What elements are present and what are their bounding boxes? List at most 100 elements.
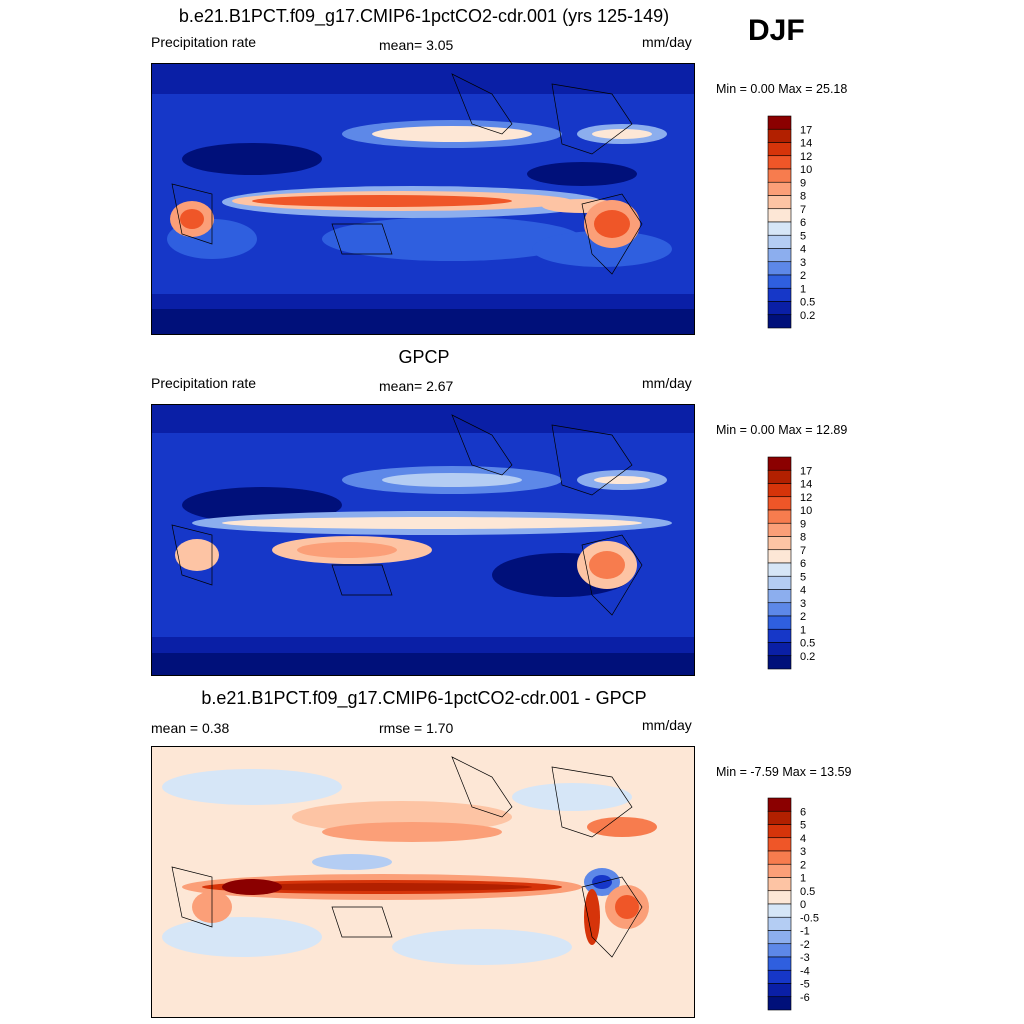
model-units-label: mm/day (642, 34, 692, 50)
colorbar-tick-label: -0.5 (800, 912, 819, 924)
colorbar-swatch (767, 642, 792, 657)
colorbar-tick-label: 0.2 (800, 651, 815, 663)
colorbar-swatch (767, 916, 792, 931)
colorbar-tick-label: -6 (800, 992, 810, 1004)
diff-panel-title: b.e21.B1PCT.f09_g17.CMIP6-1pctCO2-cdr.00… (201, 688, 647, 708)
colorbar-tick-label: 3 (800, 257, 806, 269)
colorbar-tick-label: -5 (800, 979, 810, 991)
season-label: DJF (748, 14, 805, 47)
colorbar-tick-label: 0.5 (800, 297, 815, 309)
colorbar-swatch (767, 943, 792, 958)
colorbar-swatch (767, 314, 792, 329)
colorbar-swatch (767, 797, 792, 812)
colorbar-tick-label: -3 (800, 952, 810, 964)
colorbar-tick-label: 12 (800, 492, 812, 504)
colorbar-tick-label: 1 (800, 283, 806, 295)
colorbar-swatch (767, 469, 792, 484)
diff-colorbar: 6 5 4 3 2 1 0.5 0 -0.5 -1 -2 -3 -4 -5 -6 (767, 797, 819, 1011)
colorbar-tick-label: 4 (800, 585, 806, 597)
colorbar-swatch (767, 589, 792, 604)
colorbar-swatch (767, 522, 792, 537)
obs-variable-label: Precipitation rate (151, 375, 257, 391)
colorbar-tick-label: 1 (800, 624, 806, 636)
colorbar-tick-label: 3 (800, 846, 806, 858)
obs-mean-label: mean= 2.67 (379, 378, 454, 394)
colorbar-tick-label: -2 (800, 939, 810, 951)
colorbar-swatch (767, 261, 792, 276)
model-panel-title: b.e21.B1PCT.f09_g17.CMIP6-1pctCO2-cdr.00… (178, 6, 670, 26)
model-mean-label: mean= 3.05 (379, 37, 454, 53)
colorbar-swatch (767, 615, 792, 630)
diff-precipitation-map (151, 746, 695, 1018)
colorbar-tick-label: 10 (800, 164, 812, 176)
colorbar-swatch (767, 810, 792, 825)
colorbar-tick-label: 5 (800, 571, 806, 583)
colorbar-swatch (767, 890, 792, 905)
colorbar-tick-label: 6 (800, 806, 806, 818)
colorbar-tick-label: 7 (800, 545, 806, 557)
colorbar-tick-label: 5 (800, 820, 806, 832)
colorbar-tick-label: 0.2 (800, 310, 815, 322)
colorbar-tick-label: -1 (800, 926, 810, 938)
colorbar-swatch (767, 837, 792, 852)
diff-mean-label: mean = 0.38 (151, 720, 230, 736)
colorbar-tick-label: 7 (800, 204, 806, 216)
colorbar-tick-label: 6 (800, 217, 806, 229)
colorbar-swatch (767, 456, 792, 471)
colorbar-tick-label: 14 (800, 479, 812, 491)
colorbar-swatch (767, 509, 792, 524)
model-minmax-label: Min = 0.00 Max = 25.18 (716, 82, 848, 96)
colorbar-swatch (767, 903, 792, 918)
colorbar-tick-label: 17 (800, 124, 812, 136)
colorbar-swatch (767, 181, 792, 196)
colorbar-tick-label: 2 (800, 611, 806, 623)
colorbar-tick-label: 8 (800, 191, 806, 203)
diff-rmse-label: rmse = 1.70 (379, 720, 454, 736)
colorbar-swatch (767, 301, 792, 316)
colorbar-swatch (767, 956, 792, 971)
colorbar-swatch (767, 824, 792, 839)
colorbar-swatch (767, 208, 792, 223)
colorbar-tick-label: 2 (800, 270, 806, 282)
colorbar-swatch (767, 128, 792, 143)
obs-colorbar: 17 14 12 10 9 8 7 6 5 4 3 2 1 0.5 0.2 (767, 456, 815, 670)
colorbar-tick-label: 4 (800, 244, 806, 256)
colorbar-tick-label: 4 (800, 833, 806, 845)
colorbar-swatch (767, 930, 792, 945)
model-variable-label: Precipitation rate (151, 34, 257, 50)
colorbar-tick-label: 0 (800, 899, 806, 911)
colorbar-swatch (767, 536, 792, 551)
colorbar-swatch (767, 234, 792, 249)
colorbar-tick-label: 0.5 (800, 886, 815, 898)
obs-minmax-label: Min = 0.00 Max = 12.89 (716, 423, 848, 437)
colorbar-swatch (767, 142, 792, 157)
colorbar-swatch (767, 115, 792, 130)
colorbar-swatch (767, 969, 792, 984)
colorbar-swatch (767, 863, 792, 878)
colorbar-swatch (767, 496, 792, 511)
colorbar-tick-label: 5 (800, 230, 806, 242)
colorbar-tick-label: 6 (800, 558, 806, 570)
colorbar-swatch (767, 877, 792, 892)
obs-panel-title: GPCP (398, 347, 450, 367)
colorbar-swatch (767, 562, 792, 577)
colorbar-tick-label: 1 (800, 873, 806, 885)
colorbar-tick-label: 2 (800, 859, 806, 871)
colorbar-swatch (767, 274, 792, 289)
colorbar-tick-label: -4 (800, 965, 810, 977)
colorbar-swatch (767, 628, 792, 643)
colorbar-tick-label: 9 (800, 177, 806, 189)
colorbar-tick-label: 8 (800, 532, 806, 544)
colorbar-swatch (767, 287, 792, 302)
colorbar-swatch (767, 155, 792, 170)
colorbar-tick-label: 9 (800, 518, 806, 530)
colorbar-tick-label: 14 (800, 138, 812, 150)
colorbar-swatch (767, 983, 792, 998)
obs-precipitation-map (151, 404, 695, 676)
colorbar-swatch (767, 996, 792, 1011)
colorbar-tick-label: 10 (800, 505, 812, 517)
colorbar-swatch (767, 221, 792, 236)
colorbar-swatch (767, 602, 792, 617)
colorbar-swatch (767, 195, 792, 210)
colorbar-swatch (767, 549, 792, 564)
